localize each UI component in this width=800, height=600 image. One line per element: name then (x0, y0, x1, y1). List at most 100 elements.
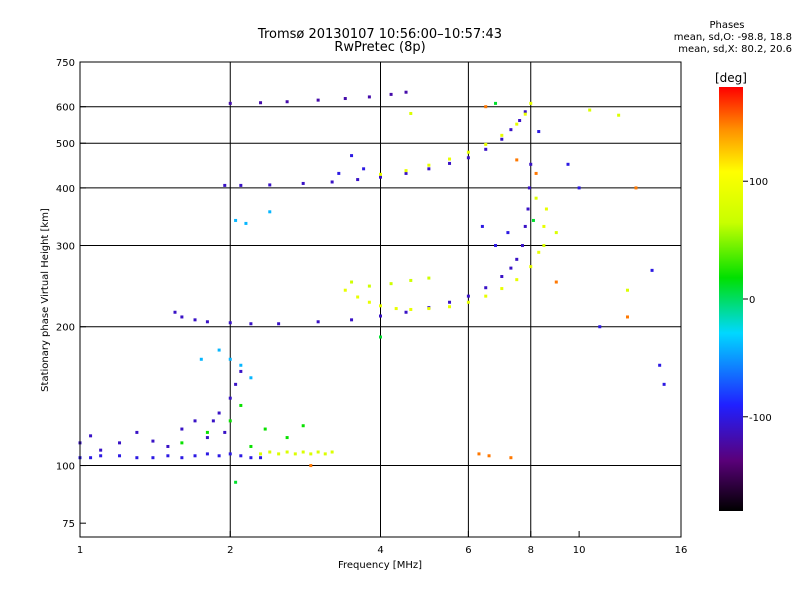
data-point (239, 363, 243, 367)
axis-ticks: 1 2 4 6 8 10 16 75 100 200 300 400 500 600 750 (56, 58, 687, 556)
data-point (249, 444, 253, 448)
data-point (500, 133, 504, 137)
data-point (523, 224, 527, 228)
data-point (566, 162, 570, 166)
data-point (515, 122, 519, 126)
data-point (529, 265, 533, 269)
data-point (234, 480, 238, 484)
data-point (542, 224, 546, 228)
phase-stats-o: mean, sd,O: -98.8, 18.8 (673, 32, 792, 43)
data-point (577, 186, 581, 190)
data-point (350, 280, 354, 284)
data-point (526, 207, 530, 211)
data-point (180, 315, 184, 319)
data-point (228, 357, 232, 361)
data-point (205, 436, 209, 440)
data-point (367, 95, 371, 99)
data-point (99, 448, 103, 452)
data-point (529, 162, 533, 166)
data-point (662, 382, 666, 386)
data-point (658, 363, 662, 367)
data-point (173, 310, 177, 314)
data-point (330, 450, 334, 454)
data-point (330, 180, 334, 184)
data-point (515, 257, 519, 261)
data-point (534, 196, 538, 200)
data-point (617, 113, 621, 117)
data-point (350, 318, 354, 322)
data-point (223, 183, 227, 187)
data-point (448, 161, 452, 165)
chart-title-line1: Tromsø 20130107 10:56:00–10:57:43 (257, 27, 503, 42)
data-point (228, 419, 232, 423)
data-point (285, 450, 289, 454)
data-point (228, 452, 232, 456)
data-point (193, 419, 197, 423)
data-point (239, 369, 243, 373)
data-point (484, 147, 488, 151)
data-point (466, 156, 470, 160)
x-tick-label: 1 (77, 545, 83, 556)
data-point (379, 304, 382, 308)
data-point (409, 111, 413, 115)
data-point (523, 110, 527, 114)
data-point (367, 300, 371, 304)
data-point (228, 396, 232, 400)
data-point (625, 315, 629, 319)
data-point (249, 456, 253, 460)
phase-stats-title: Phases (709, 20, 745, 31)
data-point (277, 322, 281, 326)
data-point (520, 244, 524, 248)
data-point (228, 101, 232, 105)
y-tick-label: 300 (56, 242, 75, 253)
data-point (409, 307, 413, 311)
data-point (500, 287, 504, 291)
data-point (484, 142, 488, 146)
data-point (268, 450, 272, 454)
data-point (427, 163, 431, 167)
data-point (448, 300, 452, 304)
data-point (515, 158, 519, 162)
data-point (379, 314, 382, 318)
data-point (316, 320, 320, 324)
data-point (484, 286, 488, 290)
data-point (394, 307, 398, 311)
data-point (118, 454, 122, 458)
data-point (217, 454, 221, 458)
data-point (367, 284, 371, 288)
x-tick-label: 16 (675, 545, 688, 556)
data-point (337, 171, 341, 175)
data-point (118, 441, 122, 445)
data-point (249, 376, 253, 380)
data-point (634, 186, 638, 190)
data-point (484, 105, 488, 109)
data-point (356, 295, 360, 299)
data-point (301, 181, 305, 185)
data-point (379, 335, 382, 339)
data-point (448, 305, 452, 309)
data-point (180, 456, 184, 460)
data-point (404, 310, 408, 314)
data-point (409, 278, 413, 282)
data-point (309, 464, 313, 468)
data-point (259, 452, 263, 456)
data-point (228, 321, 232, 325)
data-point (316, 450, 320, 454)
data-point (487, 454, 491, 458)
data-point (89, 434, 93, 438)
colorbar-tick-label: -100 (749, 413, 772, 424)
data-point (494, 244, 498, 248)
data-point (515, 278, 519, 282)
data-point (356, 178, 360, 182)
colorbar-tick-label: 100 (749, 177, 768, 188)
data-point (277, 452, 281, 456)
data-point (389, 92, 393, 96)
data-point (379, 172, 382, 176)
data-point (239, 403, 243, 407)
data-point (537, 130, 541, 134)
data-point (588, 108, 592, 112)
data-point (494, 101, 498, 105)
y-tick-label: 500 (56, 139, 75, 150)
data-point (625, 288, 629, 292)
